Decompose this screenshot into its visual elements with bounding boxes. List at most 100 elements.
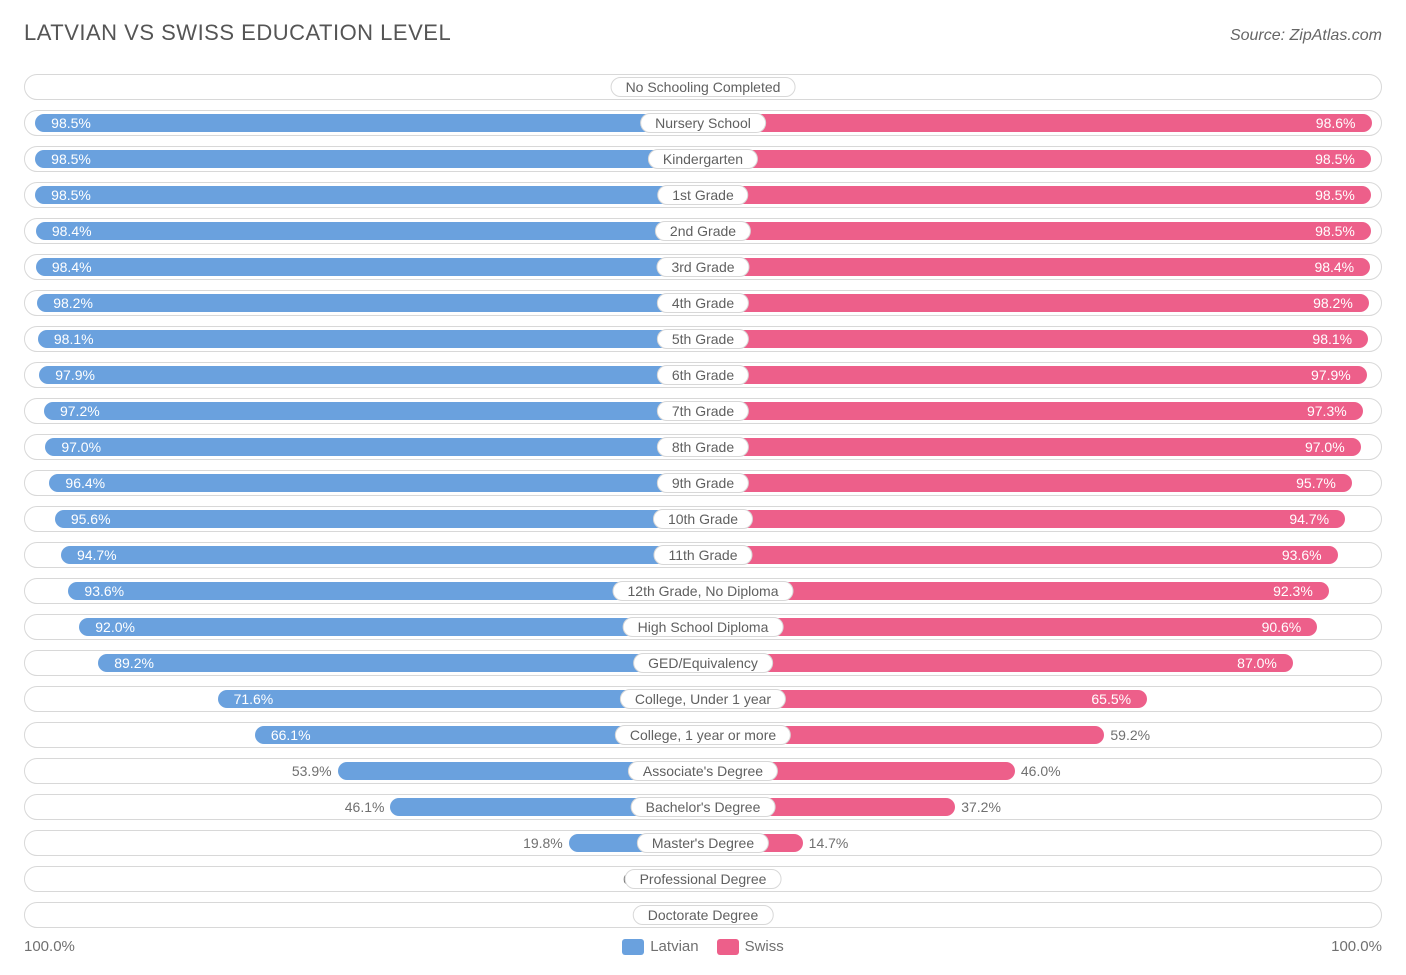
chart-row: 98.1%98.1%5th Grade [24,326,1382,352]
category-label: Professional Degree [625,869,782,889]
right-bar [703,258,1370,276]
category-label: Associate's Degree [628,761,778,781]
left-value: 98.4% [44,219,100,243]
left-value: 97.0% [53,435,109,459]
right-half: 97.0% [703,435,1381,459]
right-half: 65.5% [703,687,1381,711]
category-label: College, Under 1 year [620,689,786,709]
left-half: 93.6% [25,579,703,603]
left-half: 98.4% [25,255,703,279]
right-half: 98.1% [703,327,1381,351]
right-bar [703,510,1345,528]
left-half: 19.8% [25,831,703,855]
left-value: 98.1% [46,327,102,351]
category-label: 4th Grade [657,293,749,313]
left-half: 98.5% [25,183,703,207]
right-value: 98.5% [1307,183,1363,207]
left-value: 94.7% [69,543,125,567]
right-value: 98.6% [1308,111,1364,135]
left-bar [35,186,703,204]
chart-row: 66.1%59.2%College, 1 year or more [24,722,1382,748]
right-bar [703,438,1361,456]
category-label: No Schooling Completed [611,77,796,97]
legend-label-left: Latvian [650,938,698,955]
right-half: 98.5% [703,183,1381,207]
category-label: 7th Grade [657,401,749,421]
left-half: 96.4% [25,471,703,495]
chart-row: 46.1% 37.2% Bachelor's Degree [24,794,1382,820]
chart-row: 53.9% 46.0% Associate's Degree [24,758,1382,784]
category-label: 9th Grade [657,473,749,493]
left-value: 71.6% [226,687,282,711]
chart-row: 6.2%4.5%Professional Degree [24,866,1382,892]
left-value: 95.6% [63,507,119,531]
chart-row: 93.6%92.3%12th Grade, No Diploma [24,578,1382,604]
chart-row: 89.2%87.0%GED/Equivalency [24,650,1382,676]
category-label: 2nd Grade [655,221,751,241]
left-bar [44,402,703,420]
chart-row: 97.9%97.9%6th Grade [24,362,1382,388]
category-label: 10th Grade [653,509,753,529]
left-bar [45,438,703,456]
right-value: 93.6% [1274,543,1330,567]
chart-row: 2.6%2.0%Doctorate Degree [24,902,1382,928]
left-half: 1.5% [25,75,703,99]
legend-swatch-right [717,939,739,955]
category-label: Bachelor's Degree [631,797,776,817]
chart-row: 97.0%97.0%8th Grade [24,434,1382,460]
right-value: 14.7% [803,831,857,855]
right-value: 92.3% [1265,579,1321,603]
right-half: 94.7% [703,507,1381,531]
left-bar [68,582,703,600]
category-label: Nursery School [640,113,766,133]
right-bar [703,222,1371,240]
left-value: 98.2% [45,291,101,315]
left-half: 98.5% [25,111,703,135]
left-value: 98.5% [43,147,99,171]
right-bar [703,474,1352,492]
right-half: 97.9% [703,363,1381,387]
axis-right-end: 100.0% [1331,938,1382,955]
right-value: 97.3% [1299,399,1355,423]
left-value: 98.4% [44,255,100,279]
right-value: 46.0% [1015,759,1069,783]
left-bar [39,366,703,384]
category-label: College, 1 year or more [615,725,791,745]
right-half: 98.6% [703,111,1381,135]
left-value: 93.6% [76,579,132,603]
left-value: 19.8% [515,831,569,855]
left-half: 2.6% [25,903,703,927]
left-bar [49,474,703,492]
chart-row: 97.2% 97.3% 7th Grade [24,398,1382,424]
left-bar [38,330,703,348]
left-half: 97.2% [25,399,703,423]
left-value: 98.5% [43,183,99,207]
axis-left-end: 100.0% [24,938,75,955]
legend-item-left: Latvian [622,938,698,955]
left-bar [36,258,703,276]
chart-row: 98.2%98.2%4th Grade [24,290,1382,316]
left-bar [61,546,703,564]
left-value: 66.1% [263,723,319,747]
left-value: 96.4% [57,471,113,495]
left-half: 97.9% [25,363,703,387]
right-value: 65.5% [1083,687,1139,711]
left-bar [35,150,703,168]
right-bar [703,186,1371,204]
left-bar [35,114,703,132]
right-half: 98.4% [703,255,1381,279]
right-half: 46.0% [703,759,1381,783]
left-value: 53.9% [284,759,338,783]
chart-row: 94.7%93.6%11th Grade [24,542,1382,568]
right-half: 92.3% [703,579,1381,603]
right-value: 95.7% [1288,471,1344,495]
left-value: 97.9% [47,363,103,387]
right-half: 87.0% [703,651,1381,675]
source-credit: Source: ZipAtlas.com [1230,27,1382,45]
right-value: 37.2% [955,795,1009,819]
category-label: Master's Degree [637,833,769,853]
left-half: 46.1% [25,795,703,819]
legend-label-right: Swiss [745,938,784,955]
left-value: 98.5% [43,111,99,135]
right-half: 14.7% [703,831,1381,855]
